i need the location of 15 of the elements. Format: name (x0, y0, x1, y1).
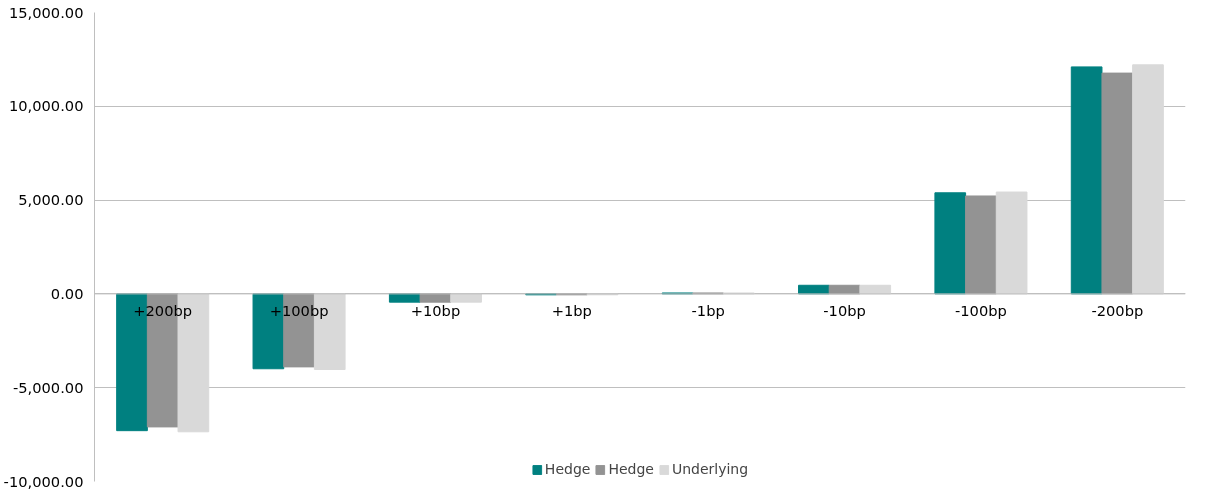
x-tick-label: -10bp (823, 301, 866, 319)
y-tick-label: 10,000.00 (8, 97, 84, 115)
x-tick-label: -1bp (691, 301, 725, 319)
legend-label: Underlying (671, 461, 749, 477)
legend-label: Hedge (608, 461, 654, 477)
x-tick-label: -100bp (955, 301, 1007, 319)
y-tick-label: -10,000.00 (3, 472, 84, 490)
y-tick-label: 0.00 (50, 284, 84, 302)
x-tick-label: -200bp (1091, 301, 1144, 319)
legend-label: Hedge (544, 461, 591, 477)
y-tick-label: 5,000.00 (18, 191, 84, 209)
y-tick-label: -5,000.00 (12, 378, 84, 396)
x-tick-label: +1bp (551, 301, 592, 319)
x-tick-label: +10bp (410, 301, 461, 319)
y-tick-label: 15,000.00 (8, 3, 84, 21)
